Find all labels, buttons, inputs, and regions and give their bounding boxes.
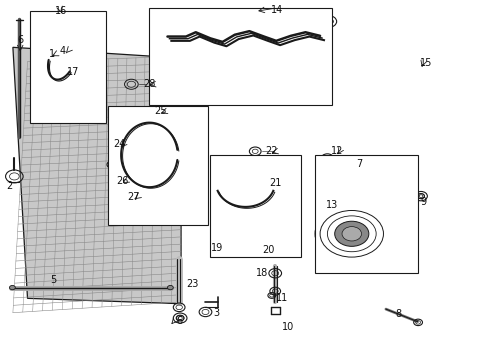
Text: 21: 21 bbox=[268, 178, 281, 188]
Text: 26: 26 bbox=[116, 176, 128, 186]
Circle shape bbox=[9, 285, 15, 290]
Text: 10: 10 bbox=[282, 322, 294, 332]
Text: 16: 16 bbox=[55, 6, 67, 17]
Text: 6: 6 bbox=[17, 35, 23, 45]
Bar bbox=[149, 8, 331, 105]
Circle shape bbox=[334, 221, 368, 246]
Text: 12: 12 bbox=[330, 146, 343, 156]
Text: 5: 5 bbox=[50, 275, 57, 285]
Bar bbox=[315, 155, 417, 273]
Text: 24: 24 bbox=[113, 139, 125, 149]
Text: 15: 15 bbox=[419, 58, 431, 68]
Text: 28: 28 bbox=[143, 79, 155, 89]
Text: 4: 4 bbox=[60, 46, 66, 56]
Text: 25: 25 bbox=[154, 106, 166, 116]
Circle shape bbox=[341, 226, 361, 241]
Text: 22: 22 bbox=[264, 146, 277, 156]
Bar bbox=[30, 12, 105, 123]
Text: 7: 7 bbox=[356, 159, 362, 169]
Circle shape bbox=[149, 112, 154, 116]
Text: 18: 18 bbox=[256, 268, 268, 278]
Text: 8: 8 bbox=[394, 310, 400, 319]
Text: 23: 23 bbox=[186, 279, 198, 289]
Bar bbox=[108, 107, 207, 225]
Text: 6: 6 bbox=[176, 316, 182, 326]
Text: 1: 1 bbox=[49, 49, 55, 59]
Polygon shape bbox=[13, 47, 181, 304]
Text: 14: 14 bbox=[270, 5, 283, 15]
Circle shape bbox=[167, 285, 173, 290]
Text: 9: 9 bbox=[420, 197, 426, 207]
Text: 2: 2 bbox=[6, 181, 12, 192]
Text: 13: 13 bbox=[325, 200, 338, 210]
Circle shape bbox=[315, 207, 387, 261]
Text: 27: 27 bbox=[127, 192, 139, 202]
Text: 11: 11 bbox=[275, 293, 287, 303]
Bar bbox=[210, 155, 300, 257]
Text: 20: 20 bbox=[262, 245, 275, 255]
Text: 17: 17 bbox=[66, 67, 79, 77]
Bar bbox=[356, 212, 397, 255]
Text: 19: 19 bbox=[210, 243, 223, 253]
Text: 3: 3 bbox=[213, 308, 219, 318]
